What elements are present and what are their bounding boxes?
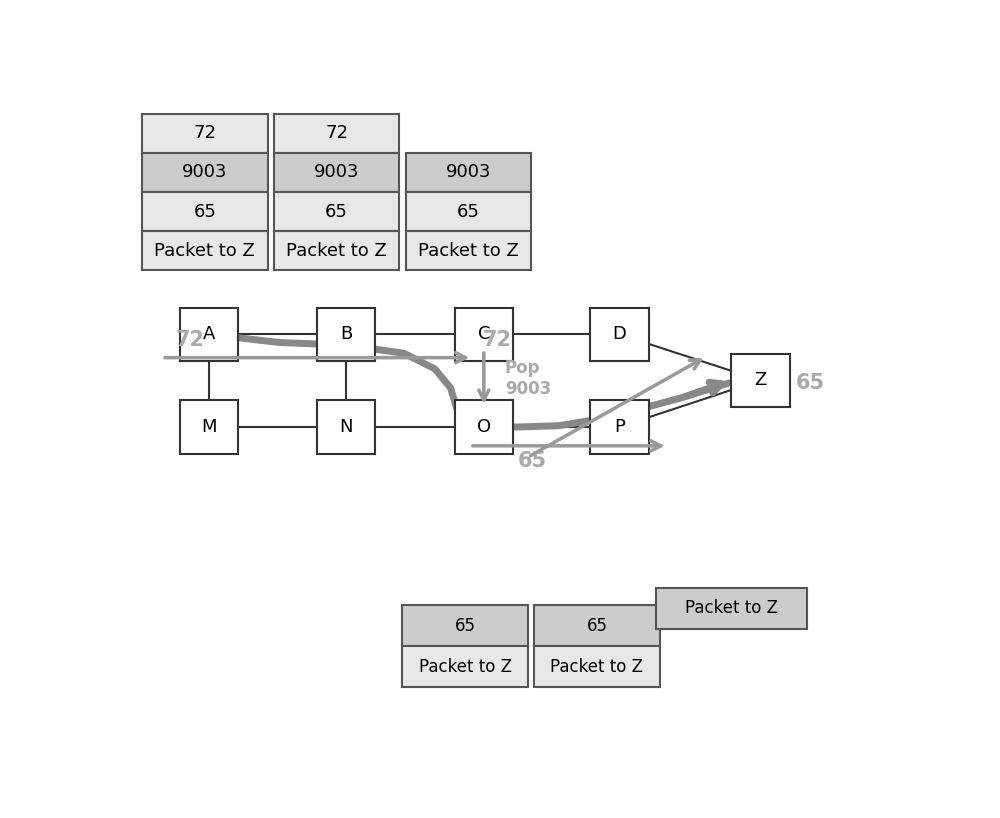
- Bar: [455, 400, 513, 454]
- Bar: [180, 308, 238, 361]
- Text: Pop
9003: Pop 9003: [505, 359, 551, 398]
- Text: Packet to Z: Packet to Z: [685, 599, 778, 617]
- Text: 72: 72: [483, 330, 512, 350]
- Text: M: M: [201, 418, 216, 436]
- Bar: [180, 400, 238, 454]
- Text: 72: 72: [193, 124, 216, 142]
- Bar: [274, 231, 399, 270]
- Text: 65: 65: [193, 203, 216, 221]
- Bar: [142, 153, 268, 192]
- Text: C: C: [478, 326, 490, 344]
- Text: Packet to Z: Packet to Z: [550, 658, 643, 676]
- Text: Packet to Z: Packet to Z: [154, 241, 255, 259]
- Bar: [402, 646, 528, 687]
- Text: 65: 65: [457, 203, 480, 221]
- Text: Packet to Z: Packet to Z: [286, 241, 387, 259]
- Bar: [274, 153, 399, 192]
- Bar: [406, 231, 531, 270]
- Bar: [534, 605, 660, 646]
- Text: Z: Z: [754, 371, 767, 389]
- Text: 65: 65: [586, 617, 607, 635]
- Text: 72: 72: [325, 124, 348, 142]
- Bar: [731, 353, 790, 407]
- Bar: [317, 400, 375, 454]
- Text: O: O: [477, 418, 491, 436]
- Text: P: P: [614, 418, 625, 436]
- Text: N: N: [339, 418, 353, 436]
- Bar: [142, 114, 268, 153]
- Text: 9003: 9003: [182, 164, 228, 182]
- Bar: [656, 587, 807, 628]
- Bar: [274, 114, 399, 153]
- Text: D: D: [613, 326, 626, 344]
- Bar: [317, 308, 375, 361]
- Text: 65: 65: [325, 203, 348, 221]
- Bar: [406, 192, 531, 231]
- Text: 65: 65: [517, 451, 546, 471]
- Bar: [590, 308, 649, 361]
- Text: 9003: 9003: [446, 164, 491, 182]
- Bar: [455, 308, 513, 361]
- Bar: [142, 231, 268, 270]
- Text: 65: 65: [455, 617, 476, 635]
- Text: 72: 72: [175, 330, 204, 350]
- Text: B: B: [340, 326, 352, 344]
- Text: 9003: 9003: [314, 164, 359, 182]
- Bar: [406, 153, 531, 192]
- Bar: [402, 605, 528, 646]
- Bar: [274, 192, 399, 231]
- Bar: [534, 646, 660, 687]
- Bar: [590, 400, 649, 454]
- Text: 65: 65: [795, 373, 824, 393]
- Text: A: A: [203, 326, 215, 344]
- Bar: [142, 192, 268, 231]
- Text: Packet to Z: Packet to Z: [419, 658, 512, 676]
- Text: Packet to Z: Packet to Z: [418, 241, 519, 259]
